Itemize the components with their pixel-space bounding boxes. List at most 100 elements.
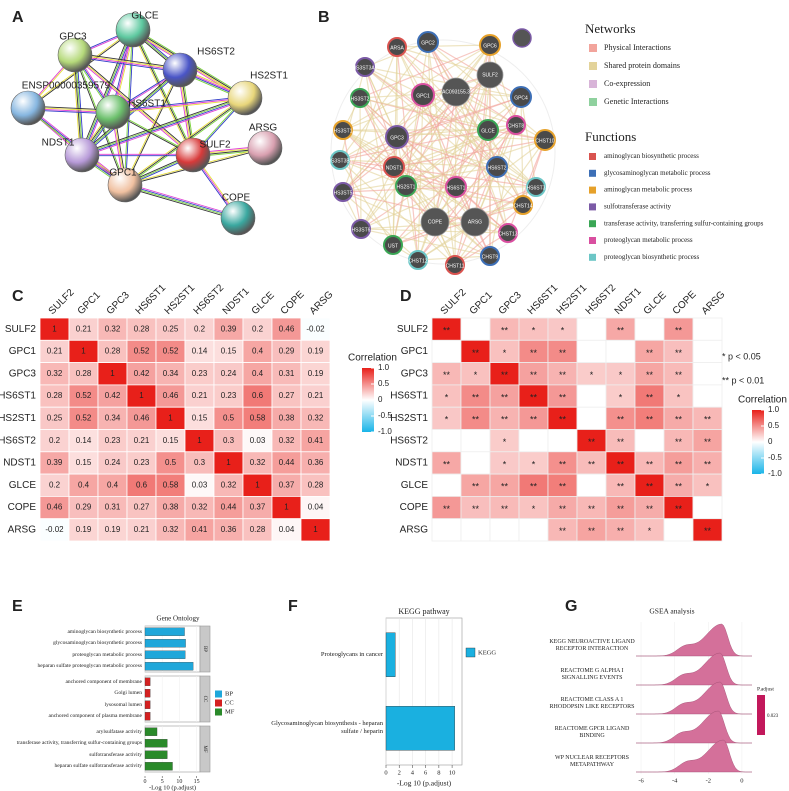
edge <box>342 191 476 223</box>
cell-label: 0.27 <box>134 503 150 512</box>
edge <box>342 129 546 141</box>
category-label: anchored component of membrane <box>65 678 142 685</box>
node-label: COPE <box>222 193 251 204</box>
significance-label: ** <box>617 437 625 447</box>
node-label: HS6ST1 <box>447 185 466 191</box>
cell-label: 1 <box>139 391 144 400</box>
cell-label: 0.37 <box>250 503 266 512</box>
chart-title: GSEA analysis <box>649 607 694 616</box>
significance-label: ** <box>704 459 712 469</box>
heat-cell <box>431 339 462 363</box>
edge <box>132 29 194 156</box>
cell-label: 0.39 <box>47 458 63 467</box>
cell-label: 0.27 <box>279 391 295 400</box>
cell-label: 0.46 <box>47 503 63 512</box>
edge <box>360 228 491 257</box>
cell-label: 0.2 <box>49 480 61 489</box>
column-label: SULF2 <box>47 287 77 317</box>
edge <box>339 159 407 187</box>
x-tick-label: 0 <box>384 769 387 776</box>
edge <box>392 96 522 246</box>
edge <box>124 69 180 185</box>
category-label: WP NUCLEAR RECEPTORS METAPATHWAY <box>554 755 629 768</box>
edge <box>75 53 195 155</box>
significance-label: ** <box>501 504 509 514</box>
significance-label: * <box>532 504 536 514</box>
cell-label: 0.15 <box>192 413 208 422</box>
category-label: Golgi lumen <box>114 690 142 697</box>
node <box>417 31 439 53</box>
legend-swatch <box>589 186 596 194</box>
node <box>330 150 350 170</box>
cell-label: 0.34 <box>163 369 179 378</box>
cell-label: 0.32 <box>308 413 324 422</box>
significance-label: ** <box>617 482 625 492</box>
colorbar-tick-label: -1.0 <box>378 427 392 436</box>
cell-label: 0.21 <box>308 391 324 400</box>
bar <box>144 750 168 759</box>
legend-label: proteoglycan biosynthetic process <box>604 253 700 261</box>
edge <box>125 182 239 217</box>
cell-label: 0.2 <box>252 324 264 333</box>
edge <box>405 139 546 187</box>
cell-label: 1 <box>52 324 57 333</box>
node <box>506 115 526 135</box>
legend-label: sulfotransferase activity <box>604 203 672 211</box>
edge <box>133 29 195 155</box>
column-label: HS6ST2 <box>584 282 619 317</box>
panel-label: B <box>318 9 330 26</box>
cell-label: 1 <box>197 436 202 445</box>
cell-label: 0.32 <box>221 480 237 489</box>
cell-label: 0.23 <box>105 436 121 445</box>
significance-label: ** <box>617 504 625 514</box>
heat-cell <box>518 429 549 453</box>
cell-label: 0.15 <box>221 347 237 356</box>
significance-label: ** <box>530 482 538 492</box>
heat-cell <box>692 495 723 520</box>
column-label: GPC1 <box>76 290 103 317</box>
edge <box>405 185 524 206</box>
significance-label: ** <box>559 482 567 492</box>
cell-label: 0.52 <box>76 391 92 400</box>
row-label: HS6ST2 <box>0 435 36 446</box>
significance-label: ** <box>617 415 625 425</box>
legend-label: aminoglycan biosynthetic process <box>604 152 699 160</box>
node-label: GPC6 <box>483 43 497 49</box>
heat-cell <box>431 429 462 453</box>
significance-label: ** <box>472 504 480 514</box>
column-label: GPC3 <box>105 290 132 317</box>
legend-label: proteoglycan metabolic process <box>604 236 693 244</box>
cell-label: 1 <box>110 369 115 378</box>
heat-cell <box>576 339 607 363</box>
category-label: arylsulfatase activity <box>96 728 142 735</box>
column-label: GPC1 <box>468 290 495 317</box>
cell-label: 0.23 <box>134 458 150 467</box>
edge <box>74 55 180 72</box>
legend-swatch <box>589 169 596 177</box>
x-axis-label: -Log 10 (p.adjust) <box>397 779 452 788</box>
x-tick-label: -6 <box>638 777 644 784</box>
significance-label: * <box>532 459 536 469</box>
cell-label: 0.3 <box>223 436 235 445</box>
significance-label: ** <box>704 437 712 447</box>
bar <box>385 706 455 751</box>
node <box>534 129 556 151</box>
category-label: heparan sulfate proteoglycan metabolic p… <box>37 663 142 670</box>
legend-swatch <box>589 44 597 52</box>
row-label: HS6ST1 <box>0 391 36 402</box>
significance-label: ** <box>646 415 654 425</box>
node <box>333 120 353 140</box>
colorbar-tick-label: 0 <box>378 395 383 404</box>
node-label: ARSA <box>390 45 404 51</box>
cell-label: 0.14 <box>76 436 92 445</box>
cell-label: 0.19 <box>308 347 324 356</box>
node <box>387 37 407 57</box>
edge <box>339 66 366 161</box>
significance-label: ** <box>530 348 538 358</box>
cell-label: 0.32 <box>163 525 179 534</box>
row-label: ARSG <box>8 524 37 535</box>
significance-label: * <box>474 370 478 380</box>
edge <box>455 91 546 141</box>
cell-label: 0.23 <box>221 391 237 400</box>
